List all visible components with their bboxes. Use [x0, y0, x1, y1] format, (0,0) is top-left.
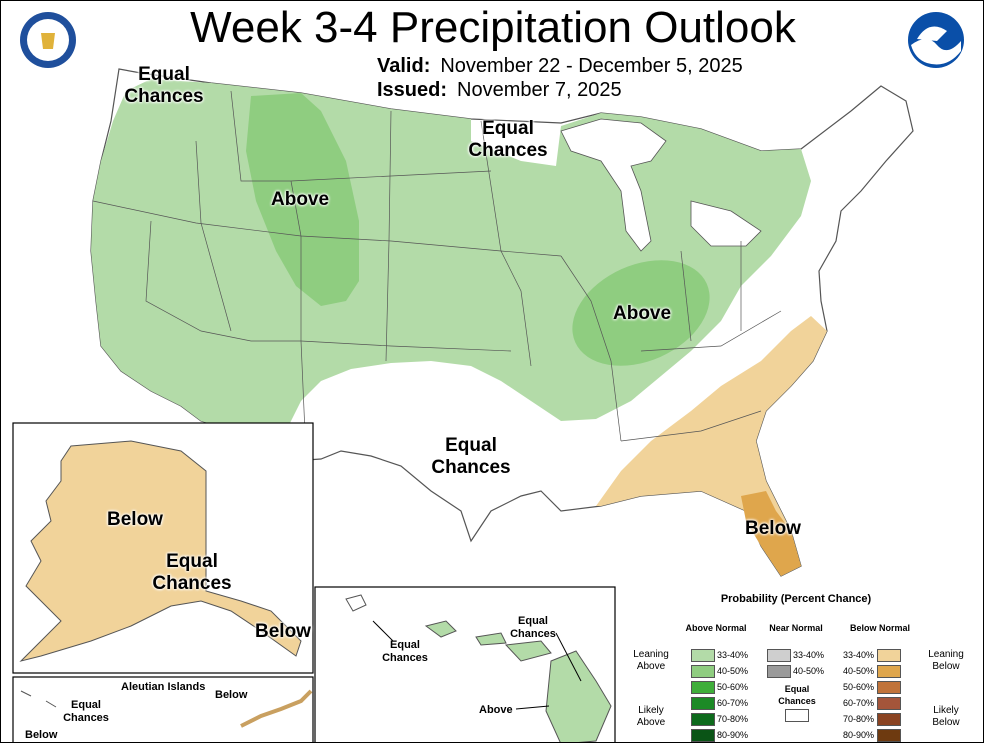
legend-below-range-label: 40-50% — [843, 666, 875, 676]
legend-below-swatch — [877, 713, 901, 726]
legend-below-swatch — [877, 649, 901, 662]
label-rockies-above: Above — [271, 189, 330, 210]
legend-above-range-label: 80-90% — [717, 730, 749, 740]
legend-below-head: Below Normal — [849, 623, 910, 633]
legend-equal-chances: Equal Chances — [778, 684, 816, 706]
label-aleutians-below-right: Below — [215, 689, 248, 701]
legend-below-range-label: 70-80% — [843, 714, 875, 724]
legend-near-swatch — [767, 665, 791, 678]
label-ohio-above: Above — [613, 303, 672, 324]
label-aleutians-below-left: Below — [25, 729, 58, 741]
label-hawaii-equal-right: Equal Chances — [510, 615, 556, 640]
legend-near-range-label: 40-50% — [793, 666, 825, 676]
legend-below-swatch — [877, 697, 901, 710]
label-florida-below: Below — [745, 518, 801, 539]
legend-equal-swatch — [785, 709, 809, 722]
label-aleutians-equal: Equal Chances — [63, 699, 109, 724]
legend-title: Probability (Percent Chance) — [720, 593, 872, 605]
legend-leaning-above: Leaning Above — [633, 649, 669, 672]
legend-below-range-label: 33-40% — [843, 650, 875, 660]
label-texas-equal: Equal Chances — [431, 435, 511, 478]
legend-below-range-label: 60-70% — [843, 698, 875, 708]
above-40-50-ohio — [572, 260, 710, 366]
label-alaska-equal: Equal Chances — [152, 551, 232, 594]
label-hawaii-equal-left: Equal Chances — [382, 639, 428, 664]
legend-above-swatch — [691, 681, 715, 694]
legend-likely-below: Likely Below — [932, 705, 960, 728]
label-alaska-below: Below — [107, 509, 163, 530]
legend-above-swatch — [691, 665, 715, 678]
noaa-logo-icon — [908, 12, 964, 68]
legend-below-swatch — [877, 665, 901, 678]
legend-near-range-label: 33-40% — [793, 650, 825, 660]
aleutians-inset — [12, 676, 314, 742]
legend-above-range-label: 33-40% — [717, 650, 749, 660]
below-40-50-florida — [741, 491, 801, 576]
legend-above-swatch — [691, 729, 715, 742]
page-title: Week 3-4 Precipitation Outlook — [190, 3, 796, 52]
legend-above-swatch — [691, 697, 715, 710]
legend-near-swatch — [767, 649, 791, 662]
valid-value: November 22 - December 5, 2025 — [440, 55, 743, 77]
aleutians-title: Aleutian Islands — [121, 681, 206, 693]
issued-date: Issued: November 7, 2025 — [377, 78, 622, 102]
legend-above-swatch — [691, 713, 715, 726]
label-north-equal: Equal Chances — [468, 118, 548, 161]
great-lakes — [560, 118, 667, 252]
label-hawaii-above: Above — [479, 704, 513, 716]
legend-below-range-label: 80-90% — [843, 730, 875, 740]
valid-dates: Valid: November 22 - December 5, 2025 — [377, 54, 743, 78]
legend-below-swatch — [877, 729, 901, 742]
legend-above-range-label: 70-80% — [717, 714, 749, 724]
legend-above-range-label: 60-70% — [717, 698, 749, 708]
legend-above-swatch — [691, 649, 715, 662]
alaska-inset — [12, 422, 314, 674]
legend-below-swatch — [877, 681, 901, 694]
above-40-50-rockies — [246, 93, 359, 306]
legend-above-range-label: 50-60% — [717, 682, 749, 692]
valid-label: Valid: — [377, 55, 431, 77]
legend-above-range-label: 40-50% — [717, 666, 749, 676]
legend-leaning-below: Leaning Below — [928, 649, 964, 672]
commerce-seal-icon — [20, 12, 76, 68]
legend-above-head: Above Normal — [685, 623, 747, 633]
probability-legend: Probability (Percent Chance) Above Norma… — [621, 591, 983, 742]
legend-below-range-label: 50-60% — [843, 682, 875, 692]
label-alaska-panhandle-below: Below — [255, 621, 311, 642]
label-nw-equal: Equal Chances — [124, 64, 204, 107]
hawaii-inset — [314, 586, 616, 742]
legend-near-head: Near Normal — [769, 623, 823, 633]
legend-likely-above: Likely Above — [636, 705, 666, 728]
issued-label: Issued: — [377, 79, 448, 101]
issued-value: November 7, 2025 — [457, 79, 622, 101]
